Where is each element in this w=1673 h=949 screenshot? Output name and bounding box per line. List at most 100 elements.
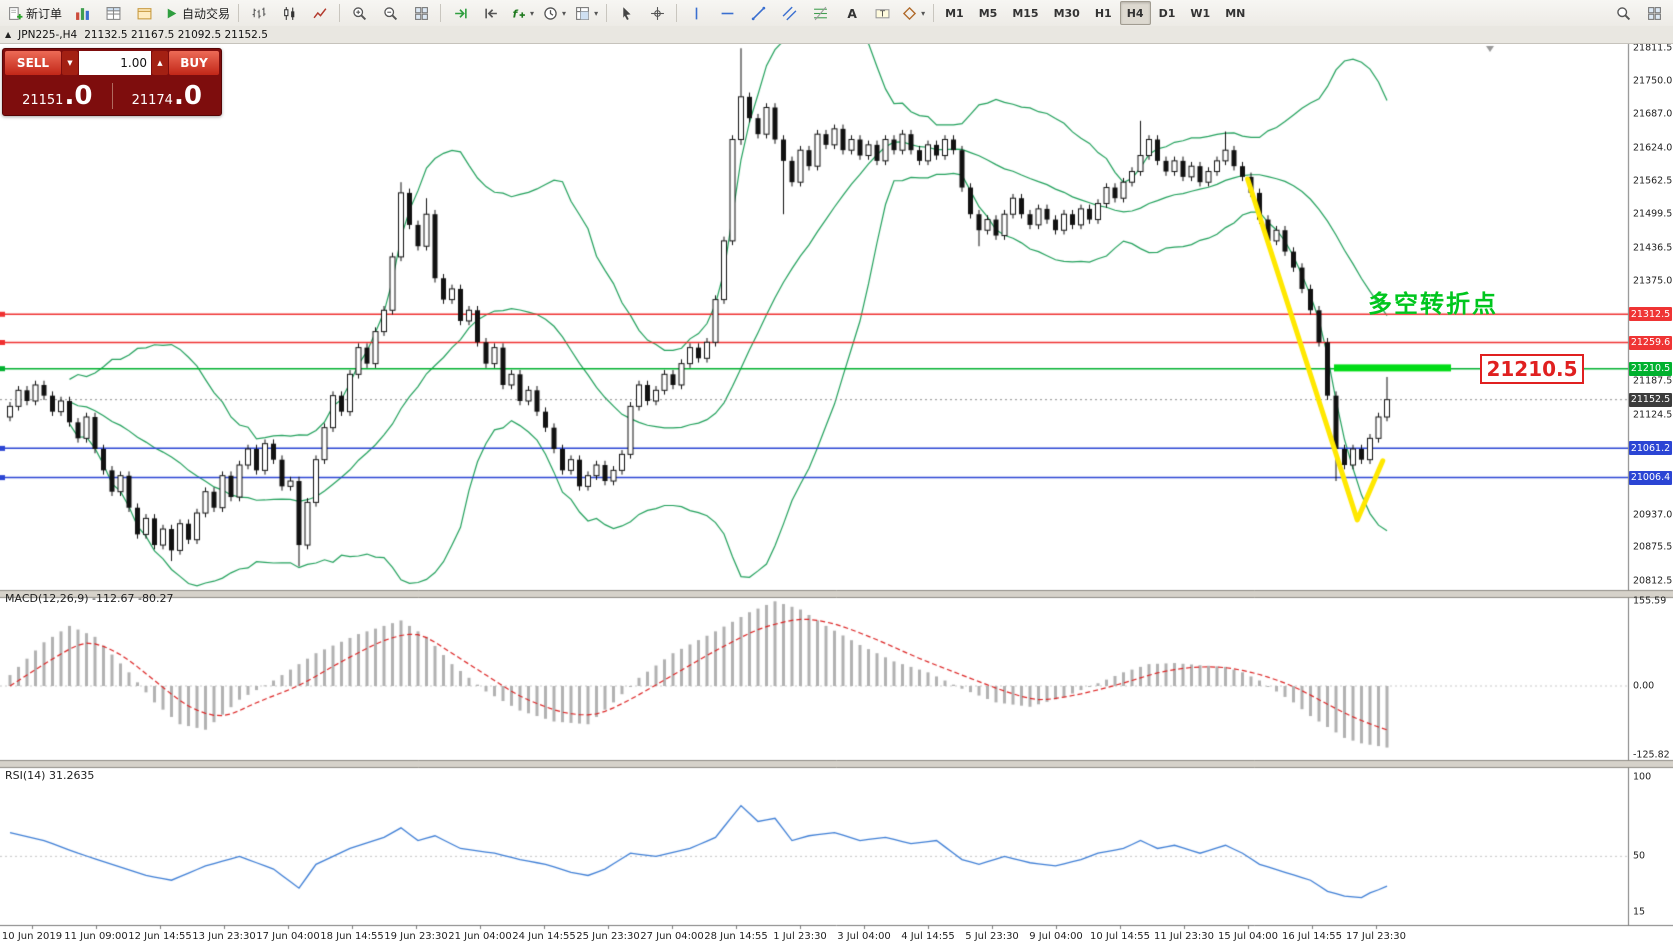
text-button[interactable]: A [836,1,866,25]
one-click-trading-panel: SELL ▼ ▲ BUY 21151.0 21174.0 [2,48,222,116]
search-button[interactable] [1608,1,1638,25]
sell-price-main: 21151 [22,93,64,108]
buy-button[interactable]: BUY [169,51,219,75]
dropdown-arrow-icon: ▾ [594,8,599,18]
text-icon: A [844,6,859,21]
watch-icon [106,6,121,21]
svg-text:f: f [513,7,519,20]
volume-stepper[interactable]: ▲ [152,51,168,75]
channel-icon [782,6,797,21]
indicators-button[interactable]: f ▾ [507,1,538,25]
sell-price: 21151.0 [3,83,112,109]
timeframe-m30-button[interactable]: M30 [1047,1,1087,25]
toolbar-options-button[interactable] [1639,1,1669,25]
bar-chart-mode-button[interactable] [243,1,273,25]
navigator-button[interactable] [129,1,159,25]
timeframe-h1-button-label: H1 [1094,6,1112,20]
magnifier-icon [1616,6,1631,21]
periods-button[interactable]: ▾ [539,1,570,25]
new-order-button-label: 新订单 [26,6,63,21]
macd-indicator-label: MACD(12,26,9) -112.67 -80.27 [5,592,174,605]
vertical-line-button[interactable] [681,1,711,25]
templates-button[interactable]: ▾ [571,1,602,25]
rsi-indicator-label: RSI(14) 31.2635 [5,769,95,782]
timeframe-h4-button-label: H4 [1126,6,1144,20]
candles-icon [282,6,297,21]
horizontal-line-button[interactable] [712,1,742,25]
sell-button[interactable]: SELL [5,51,61,75]
timeframe-d1-button[interactable]: D1 [1152,1,1183,25]
tiles-icon [1647,6,1662,21]
crosshair-button[interactable] [642,1,672,25]
svg-text:A: A [847,6,857,20]
autotrading-button[interactable]: 自动交易 [160,1,234,25]
order-options-dropdown[interactable]: ▼ [62,51,78,75]
chevron-down-icon: ▼ [67,59,73,67]
timeframe-w1-button-label: W1 [1190,6,1211,20]
arrows-shapes-button[interactable]: ▾ [898,1,929,25]
zoom-in-button[interactable] [344,1,374,25]
line-chart-mode-button[interactable] [305,1,335,25]
timeframe-w1-button[interactable]: W1 [1183,1,1217,25]
main-toolbar: 新订单 自动交易 f ▾ ▾ ▾ A T ▾ M1 M5 M15 M30 H1 H4 D1 W1 MN [0,0,1673,27]
cursor-button[interactable] [611,1,641,25]
auto-scroll-button[interactable] [445,1,475,25]
turning-point-annotation[interactable]: 多空转折点 [1368,290,1498,318]
zoom-in-icon [352,6,367,21]
trendline-button[interactable] [743,1,773,25]
chart-shift-button[interactable] [476,1,506,25]
toolbar-separator [440,4,442,22]
market-watch-button[interactable] [98,1,128,25]
autotrading-button-label: 自动交易 [182,6,231,21]
chart-symbol-period: JPN225-,H4 [18,28,78,41]
toolbar-separator [933,4,935,22]
candlestick-mode-button[interactable] [274,1,304,25]
new-order-button[interactable]: 新订单 [4,1,66,25]
toolbar-separator [238,4,240,22]
collapse-trade-panel-icon[interactable]: ▲ [5,30,12,39]
chartshift-icon [484,6,499,21]
textlabel-icon: T [875,6,890,21]
toolbar-separator [676,4,678,22]
price-divider [111,83,113,109]
dropdown-arrow-icon: ▾ [921,8,926,18]
new-order-icon [8,6,23,21]
timeframe-mn-button-label: MN [1225,6,1246,20]
volume-input[interactable] [79,51,151,75]
bars-icon [251,6,266,21]
timeframe-m15-button[interactable]: M15 [1005,1,1045,25]
price-level-annotation-box[interactable]: 21210.5 [1480,354,1584,384]
zoom-out-button[interactable] [375,1,405,25]
buy-price: 21174.0 [113,83,222,109]
template-icon [575,6,590,21]
crosshair-icon [650,6,665,21]
dropdown-arrow-icon: ▾ [562,8,567,18]
trendline-icon [751,6,766,21]
tile-windows-button[interactable] [406,1,436,25]
buy-price-frac: .0 [173,81,202,111]
timeframe-m1-button[interactable]: M1 [938,1,971,25]
timeframe-m30-button-label: M30 [1053,6,1080,20]
chart-ohlc-values: 21132.5 21167.5 21092.5 21152.5 [84,28,268,41]
dropdown-arrow-icon: ▾ [530,8,535,18]
timeframe-mn-button[interactable]: MN [1218,1,1252,25]
trade-panel-prices: 21151.0 21174.0 [3,77,221,115]
svg-text:T: T [879,9,885,18]
timeframe-d1-button-label: D1 [1158,6,1176,20]
trade-panel-controls: SELL ▼ ▲ BUY [3,49,221,77]
linechart-icon [313,6,328,21]
timeframe-h4-button[interactable]: H4 [1119,1,1151,25]
toolbar-separator [339,4,341,22]
timeframe-h1-button[interactable]: H1 [1088,1,1119,25]
zoom-out-icon [383,6,398,21]
play-icon [164,6,179,21]
fibonacci-retracement-button[interactable] [805,1,835,25]
equidistant-channel-button[interactable] [774,1,804,25]
timeframe-m5-button-label: M5 [978,6,998,20]
charts-button[interactable] [67,1,97,25]
timeframe-m5-button[interactable]: M5 [972,1,1005,25]
timeframe-m15-button-label: M15 [1012,6,1039,20]
text-label-button[interactable]: T [867,1,897,25]
